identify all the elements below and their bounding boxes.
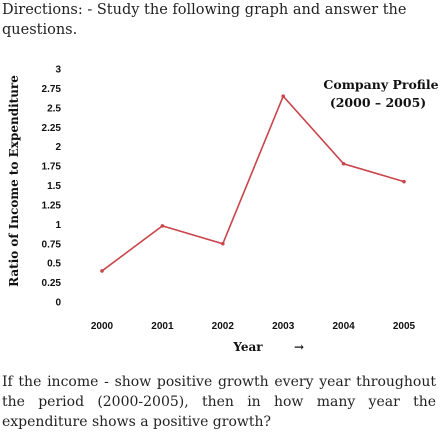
y-tick-label: 2.5 bbox=[47, 103, 61, 114]
y-axis-ticks: 0 0.25 0.5 0.75 1 1.25 1.5 1.75 2 2.25 2.5 2.75 3 bbox=[42, 65, 62, 309]
data-point bbox=[221, 241, 225, 246]
directions-text: Directions: - Study the following graph … bbox=[2, 2, 407, 38]
y-tick-label: 3 bbox=[55, 65, 61, 76]
question-text: If the income - show positive growth eve… bbox=[2, 374, 436, 430]
y-tick-label: 2 bbox=[55, 142, 61, 153]
y-tick-label: 2.25 bbox=[42, 123, 62, 134]
data-point bbox=[402, 179, 406, 184]
y-tick-label: 1.5 bbox=[47, 181, 61, 192]
x-tick-label: 2001 bbox=[151, 321, 174, 332]
y-tick-label: 0.75 bbox=[42, 239, 62, 250]
chart-subtitle: (2000 – 2005) bbox=[330, 95, 426, 110]
x-tick-label: 2004 bbox=[332, 321, 355, 332]
data-point bbox=[281, 94, 286, 98]
y-tick-label: 2.75 bbox=[42, 84, 62, 95]
x-tick-label: 2002 bbox=[212, 321, 235, 332]
data-point bbox=[341, 161, 346, 166]
y-tick-label: 1.75 bbox=[42, 162, 62, 173]
x-axis-label: Year bbox=[232, 340, 263, 354]
data-points bbox=[100, 94, 406, 273]
data-point bbox=[100, 269, 104, 273]
x-tick-label: 2000 bbox=[91, 321, 114, 332]
y-axis-label: Ratio of Income to Expenditure bbox=[7, 75, 21, 287]
y-tick-label: 0 bbox=[55, 298, 61, 309]
y-tick-label: 0.25 bbox=[42, 278, 62, 289]
x-axis-arrow: → bbox=[294, 340, 304, 354]
series-line bbox=[101, 94, 405, 272]
line-chart: 0 0.25 0.5 0.75 1 1.25 1.5 1.75 2 2.25 2.5 2.75 3 20… bbox=[7, 65, 439, 355]
y-tick-label: 1 bbox=[55, 220, 61, 231]
data-point bbox=[160, 224, 165, 228]
x-tick-label: 2005 bbox=[393, 321, 416, 332]
x-tick-label: 2003 bbox=[272, 321, 295, 332]
chart-title: Company Profile bbox=[323, 77, 438, 92]
y-tick-label: 0.5 bbox=[47, 259, 61, 270]
y-tick-label: 1.25 bbox=[42, 200, 62, 211]
x-axis-ticks: 2000 2001 2002 2003 2004 2005 bbox=[91, 321, 416, 332]
